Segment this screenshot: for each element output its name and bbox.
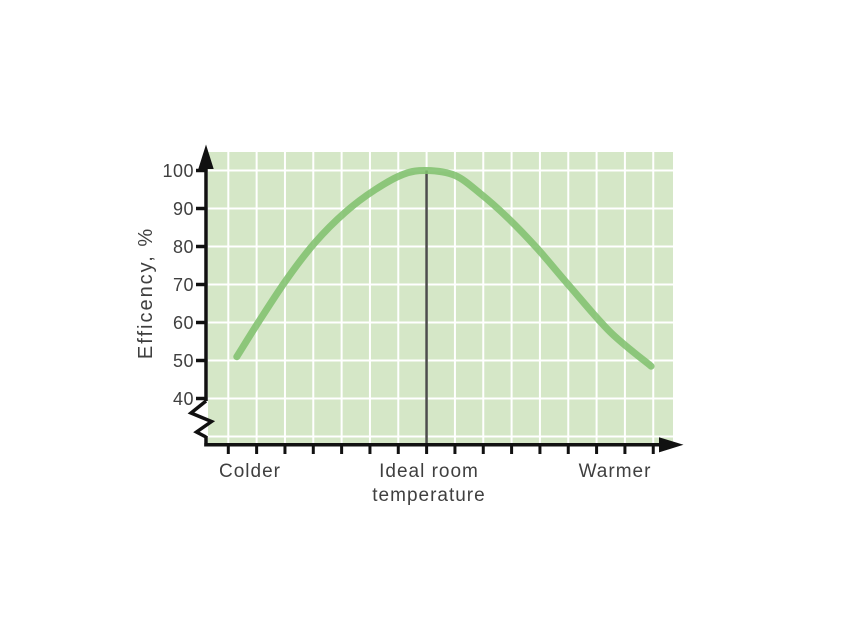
y-tick-label: 100 xyxy=(162,161,194,181)
x-label-ideal-room-line1: Ideal room xyxy=(379,461,479,482)
x-label-warmer: Warmer xyxy=(579,461,652,482)
y-axis-tick-labels: 100 90 80 70 60 50 40 xyxy=(162,161,194,409)
x-axis xyxy=(204,437,684,454)
y-tick-label: 40 xyxy=(173,389,194,409)
y-tick-label: 70 xyxy=(173,275,194,295)
y-tick-label: 50 xyxy=(173,351,194,371)
y-tick-label: 80 xyxy=(173,237,194,257)
y-tick-label: 90 xyxy=(173,199,194,219)
x-label-ideal-room-line2: temperature xyxy=(372,485,485,506)
y-axis-break-icon xyxy=(187,399,216,439)
x-axis-arrow-icon xyxy=(659,437,684,453)
y-axis-ticks xyxy=(196,168,205,401)
y-axis: 100 90 80 70 60 50 40 xyxy=(162,144,216,447)
x-axis-ticks xyxy=(226,446,655,454)
grid xyxy=(208,152,673,443)
y-tick-label: 60 xyxy=(173,313,194,333)
y-axis-arrow-icon xyxy=(198,144,214,169)
x-label-colder: Colder xyxy=(219,461,281,482)
y-axis-title: Efficency, % xyxy=(135,227,157,359)
efficiency-curve xyxy=(233,166,655,370)
